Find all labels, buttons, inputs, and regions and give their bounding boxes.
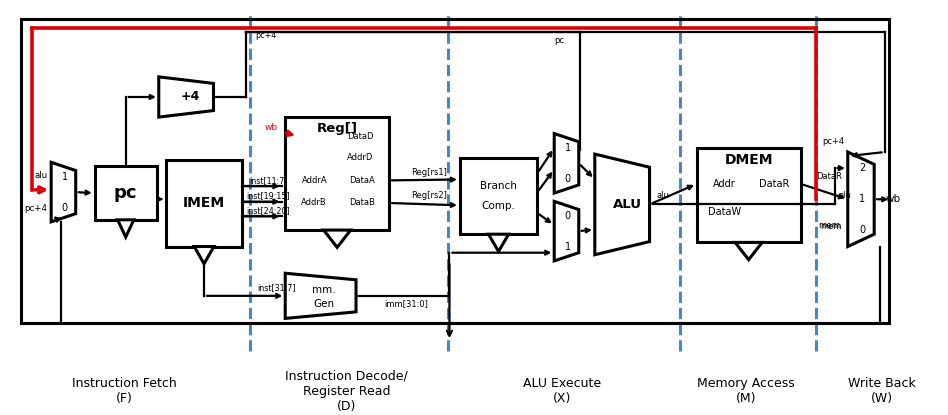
Text: inst[11:7]: inst[11:7] bbox=[249, 176, 287, 185]
Text: 0: 0 bbox=[565, 211, 571, 221]
Text: pc: pc bbox=[555, 36, 565, 45]
Text: 0: 0 bbox=[565, 174, 571, 184]
Text: alu: alu bbox=[656, 191, 669, 200]
Text: DataB: DataB bbox=[349, 198, 375, 208]
Text: alu: alu bbox=[34, 171, 47, 180]
Polygon shape bbox=[158, 77, 213, 117]
Text: pc+4: pc+4 bbox=[822, 137, 844, 146]
Text: Branch: Branch bbox=[480, 181, 517, 191]
Polygon shape bbox=[118, 220, 134, 237]
Text: AddrB: AddrB bbox=[301, 198, 327, 208]
Text: Instruction Fetch
(F): Instruction Fetch (F) bbox=[72, 377, 177, 405]
Polygon shape bbox=[51, 162, 76, 222]
Text: Memory Access
(M): Memory Access (M) bbox=[697, 377, 794, 405]
Text: mem: mem bbox=[821, 222, 842, 231]
Text: DataA: DataA bbox=[349, 176, 375, 185]
Text: +4: +4 bbox=[180, 90, 200, 103]
Polygon shape bbox=[848, 152, 874, 247]
Text: DataD: DataD bbox=[347, 132, 374, 141]
Text: pc+4: pc+4 bbox=[25, 204, 47, 213]
Bar bbox=[166, 160, 242, 247]
Bar bbox=[697, 148, 800, 242]
Text: 1: 1 bbox=[62, 172, 67, 182]
Text: imm[31:0]: imm[31:0] bbox=[384, 299, 428, 308]
Text: inst[31:7]: inst[31:7] bbox=[257, 283, 296, 292]
Text: alu: alu bbox=[838, 191, 851, 200]
Polygon shape bbox=[194, 247, 214, 264]
Polygon shape bbox=[735, 242, 762, 260]
Polygon shape bbox=[555, 134, 579, 193]
Text: Comp.: Comp. bbox=[482, 201, 516, 211]
Text: IMEM: IMEM bbox=[183, 196, 225, 210]
Text: DataR: DataR bbox=[759, 179, 790, 189]
Text: Addr: Addr bbox=[714, 179, 737, 189]
Bar bbox=[95, 166, 156, 220]
Text: DataR: DataR bbox=[816, 172, 842, 181]
Text: wb: wb bbox=[264, 123, 278, 132]
Polygon shape bbox=[555, 201, 579, 261]
Text: ALU Execute
(X): ALU Execute (X) bbox=[522, 377, 601, 405]
Bar bbox=[460, 158, 538, 234]
Text: mem: mem bbox=[818, 221, 840, 230]
Text: pc: pc bbox=[114, 184, 137, 202]
Text: Write Back
(W): Write Back (W) bbox=[848, 377, 916, 405]
Text: 1: 1 bbox=[859, 194, 866, 204]
Text: ALU: ALU bbox=[613, 198, 643, 211]
Text: Gen: Gen bbox=[313, 299, 334, 309]
Text: Reg[rs2]: Reg[rs2] bbox=[410, 191, 447, 200]
Bar bbox=[285, 117, 389, 230]
Text: AddrD: AddrD bbox=[347, 153, 374, 162]
Text: 1: 1 bbox=[565, 242, 571, 251]
Text: 1: 1 bbox=[565, 143, 571, 153]
Polygon shape bbox=[488, 234, 508, 251]
Text: 0: 0 bbox=[62, 203, 67, 212]
Text: mm.: mm. bbox=[312, 285, 336, 295]
Polygon shape bbox=[323, 230, 351, 247]
Text: DMEM: DMEM bbox=[724, 153, 773, 167]
Text: inst[19:15]: inst[19:15] bbox=[246, 191, 290, 200]
Text: inst[24:20]: inst[24:20] bbox=[246, 206, 290, 215]
Text: 2: 2 bbox=[859, 163, 866, 173]
Text: Reg[]: Reg[] bbox=[317, 122, 357, 135]
Text: Reg[rs1]: Reg[rs1] bbox=[410, 168, 447, 178]
Polygon shape bbox=[594, 154, 649, 255]
Text: pc+4: pc+4 bbox=[255, 31, 276, 40]
Text: 0: 0 bbox=[859, 225, 866, 235]
Text: wb: wb bbox=[885, 194, 901, 204]
Text: Instruction Decode/
Register Read
(D): Instruction Decode/ Register Read (D) bbox=[285, 370, 408, 413]
Text: DataW: DataW bbox=[708, 207, 741, 217]
Polygon shape bbox=[285, 273, 356, 318]
Text: AddrA: AddrA bbox=[301, 176, 327, 185]
